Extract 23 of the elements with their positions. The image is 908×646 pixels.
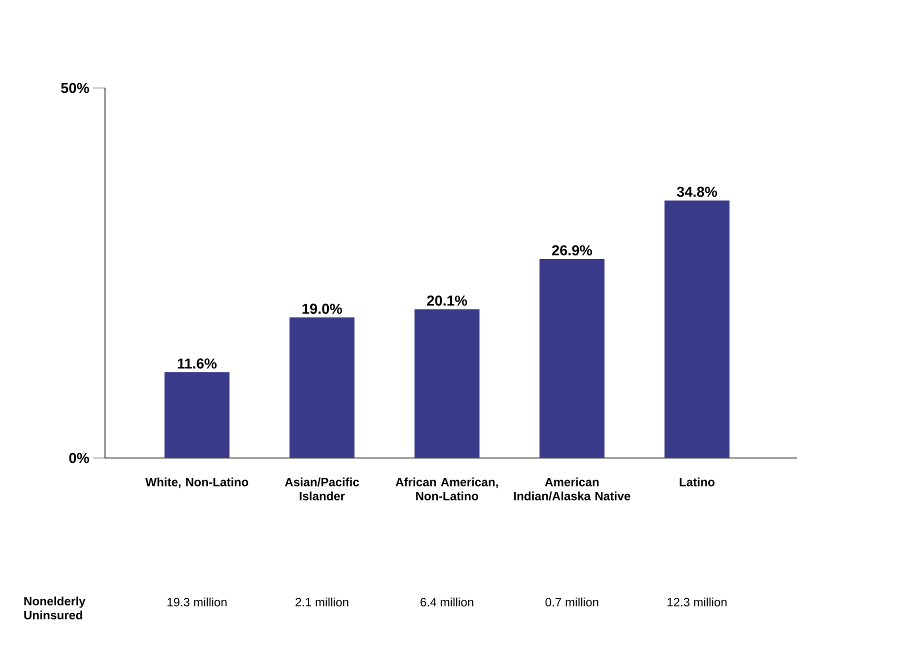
text: 0.7 million [545,598,598,606]
data-label: 26.9% [552,245,592,256]
text: Nonelderly Uninsured [24,596,86,620]
bar [290,317,355,458]
x-tick-label: African American, Non-Latino [396,478,498,500]
data-label: 20.1% [427,296,468,306]
bar [164,372,230,458]
bar [664,200,730,458]
x-tick-label: Latino [680,478,715,486]
x-tick-label: American Indian/Alaska Native [514,478,630,500]
y-tick-label: 0% [69,452,90,464]
text: 6.4 million [420,598,474,606]
x-tick-label: White, Non-Latino [145,478,248,488]
data-label: 34.8% [676,186,718,197]
x-tick-label: Asian/Pacific Islander [284,478,359,500]
data-label: 11.6% [178,358,217,369]
text: 12.3 million [668,598,727,606]
data-label: 19.0% [302,304,342,314]
bar [414,309,480,458]
text: 2.1 million [296,598,348,606]
y-tick-label: 50% [61,82,90,94]
text: 19.3 million [168,598,227,606]
bar [540,258,605,458]
